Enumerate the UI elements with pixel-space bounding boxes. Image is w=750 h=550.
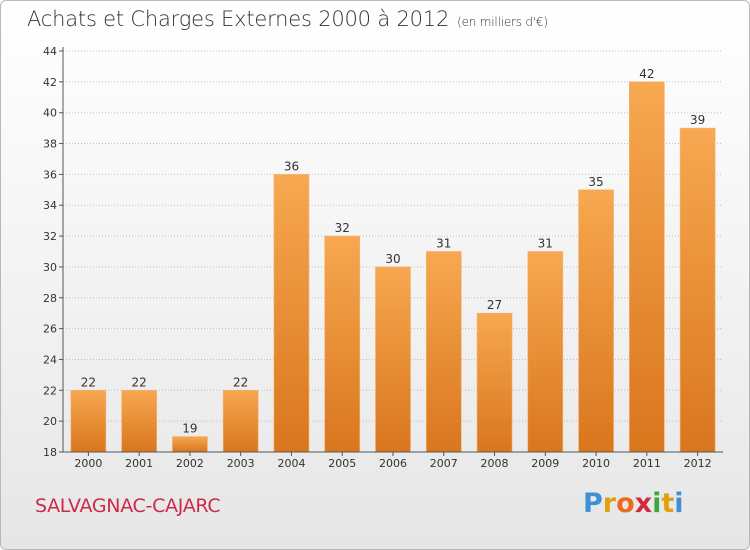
bar-2000 bbox=[70, 390, 107, 453]
commune-name: SALVAGNAC-CAJARC bbox=[35, 495, 221, 517]
x-tick-label-2000: 2000 bbox=[74, 457, 102, 470]
bar-2011 bbox=[629, 81, 665, 453]
chart-title-text: Achats et Charges Externes 2000 à 2012 bbox=[27, 7, 450, 31]
bar-2007 bbox=[425, 251, 462, 453]
y-tick-label-26: 26 bbox=[43, 323, 57, 336]
proxiti-logo-letter: x bbox=[634, 488, 653, 519]
bar-value-label-2003: 22 bbox=[233, 375, 248, 389]
x-tick-label-2003: 2003 bbox=[227, 457, 255, 470]
y-tick-label-18: 18 bbox=[43, 446, 57, 459]
chart-unit-label: (en milliers d'€) bbox=[457, 15, 548, 29]
x-tick-label-2004: 2004 bbox=[277, 457, 305, 470]
bar-value-label-2006: 30 bbox=[385, 252, 400, 266]
x-tick-label-2002: 2002 bbox=[176, 457, 204, 470]
proxiti-logo-letter: r bbox=[602, 488, 617, 519]
y-tick-label-22: 22 bbox=[43, 384, 57, 397]
y-tick-label-30: 30 bbox=[43, 261, 57, 274]
bar-value-label-2004: 36 bbox=[284, 159, 299, 173]
bar-value-label-2009: 31 bbox=[538, 237, 553, 251]
bar-value-label-2010: 35 bbox=[588, 175, 603, 189]
x-tick-label-2009: 2009 bbox=[531, 457, 559, 470]
x-tick-label-2008: 2008 bbox=[481, 457, 509, 470]
y-tick-label-44: 44 bbox=[43, 45, 57, 58]
bar-value-label-2005: 32 bbox=[335, 221, 350, 235]
proxiti-logo-letter: t bbox=[661, 488, 675, 519]
bar-value-label-2008: 27 bbox=[487, 298, 502, 312]
y-tick-label-34: 34 bbox=[43, 199, 57, 212]
y-tick-label-28: 28 bbox=[43, 292, 57, 305]
bar-2002 bbox=[172, 436, 208, 453]
bar-2008 bbox=[476, 312, 513, 453]
bar-value-label-2011: 42 bbox=[639, 67, 654, 81]
proxiti-logo-letter: i bbox=[674, 488, 684, 519]
bars bbox=[70, 81, 716, 453]
bar-value-label-2012: 39 bbox=[690, 113, 705, 127]
proxiti-logo-letter: P bbox=[583, 488, 603, 519]
bar-value-label-2007: 31 bbox=[436, 237, 451, 251]
y-tick-label-40: 40 bbox=[43, 107, 57, 120]
bar-value-label-2002: 19 bbox=[182, 422, 197, 436]
y-tick-label-24: 24 bbox=[43, 353, 57, 366]
chart-title: Achats et Charges Externes 2000 à 2012 (e… bbox=[27, 7, 548, 31]
y-tick-label-38: 38 bbox=[43, 138, 57, 151]
bar-2006 bbox=[375, 266, 411, 453]
bar-2003 bbox=[222, 390, 259, 453]
x-tick-label-2005: 2005 bbox=[328, 457, 356, 470]
y-tick-label-32: 32 bbox=[43, 230, 57, 243]
x-tick-label-2006: 2006 bbox=[379, 457, 407, 470]
proxiti-logo-letter: o bbox=[616, 488, 635, 519]
proxiti-logo-letter: i bbox=[652, 488, 662, 519]
x-tick-label-2001: 2001 bbox=[125, 457, 153, 470]
x-tick-label-2007: 2007 bbox=[430, 457, 458, 470]
bar-2012 bbox=[679, 127, 716, 453]
axes bbox=[59, 47, 723, 456]
proxiti-logo: Proxiti bbox=[583, 488, 684, 519]
x-tick-label-2012: 2012 bbox=[684, 457, 712, 470]
bar-2010 bbox=[578, 189, 614, 453]
y-tick-label-20: 20 bbox=[43, 415, 57, 428]
bar-2004 bbox=[273, 174, 310, 453]
bar-value-label-2000: 22 bbox=[81, 375, 96, 389]
labels: 18 20 22 24 26 28 30 32 34 36 38 40 42 44 22 2000 22 2001… bbox=[43, 45, 712, 470]
x-tick-label-2011: 2011 bbox=[633, 457, 661, 470]
y-tick-label-36: 36 bbox=[43, 168, 57, 181]
bar-2001 bbox=[121, 390, 157, 453]
y-tick-label-42: 42 bbox=[43, 76, 57, 89]
x-tick-label-2010: 2010 bbox=[582, 457, 610, 470]
bar-2005 bbox=[324, 235, 361, 453]
bar-2009 bbox=[527, 251, 564, 453]
bar-value-label-2001: 22 bbox=[132, 375, 147, 389]
